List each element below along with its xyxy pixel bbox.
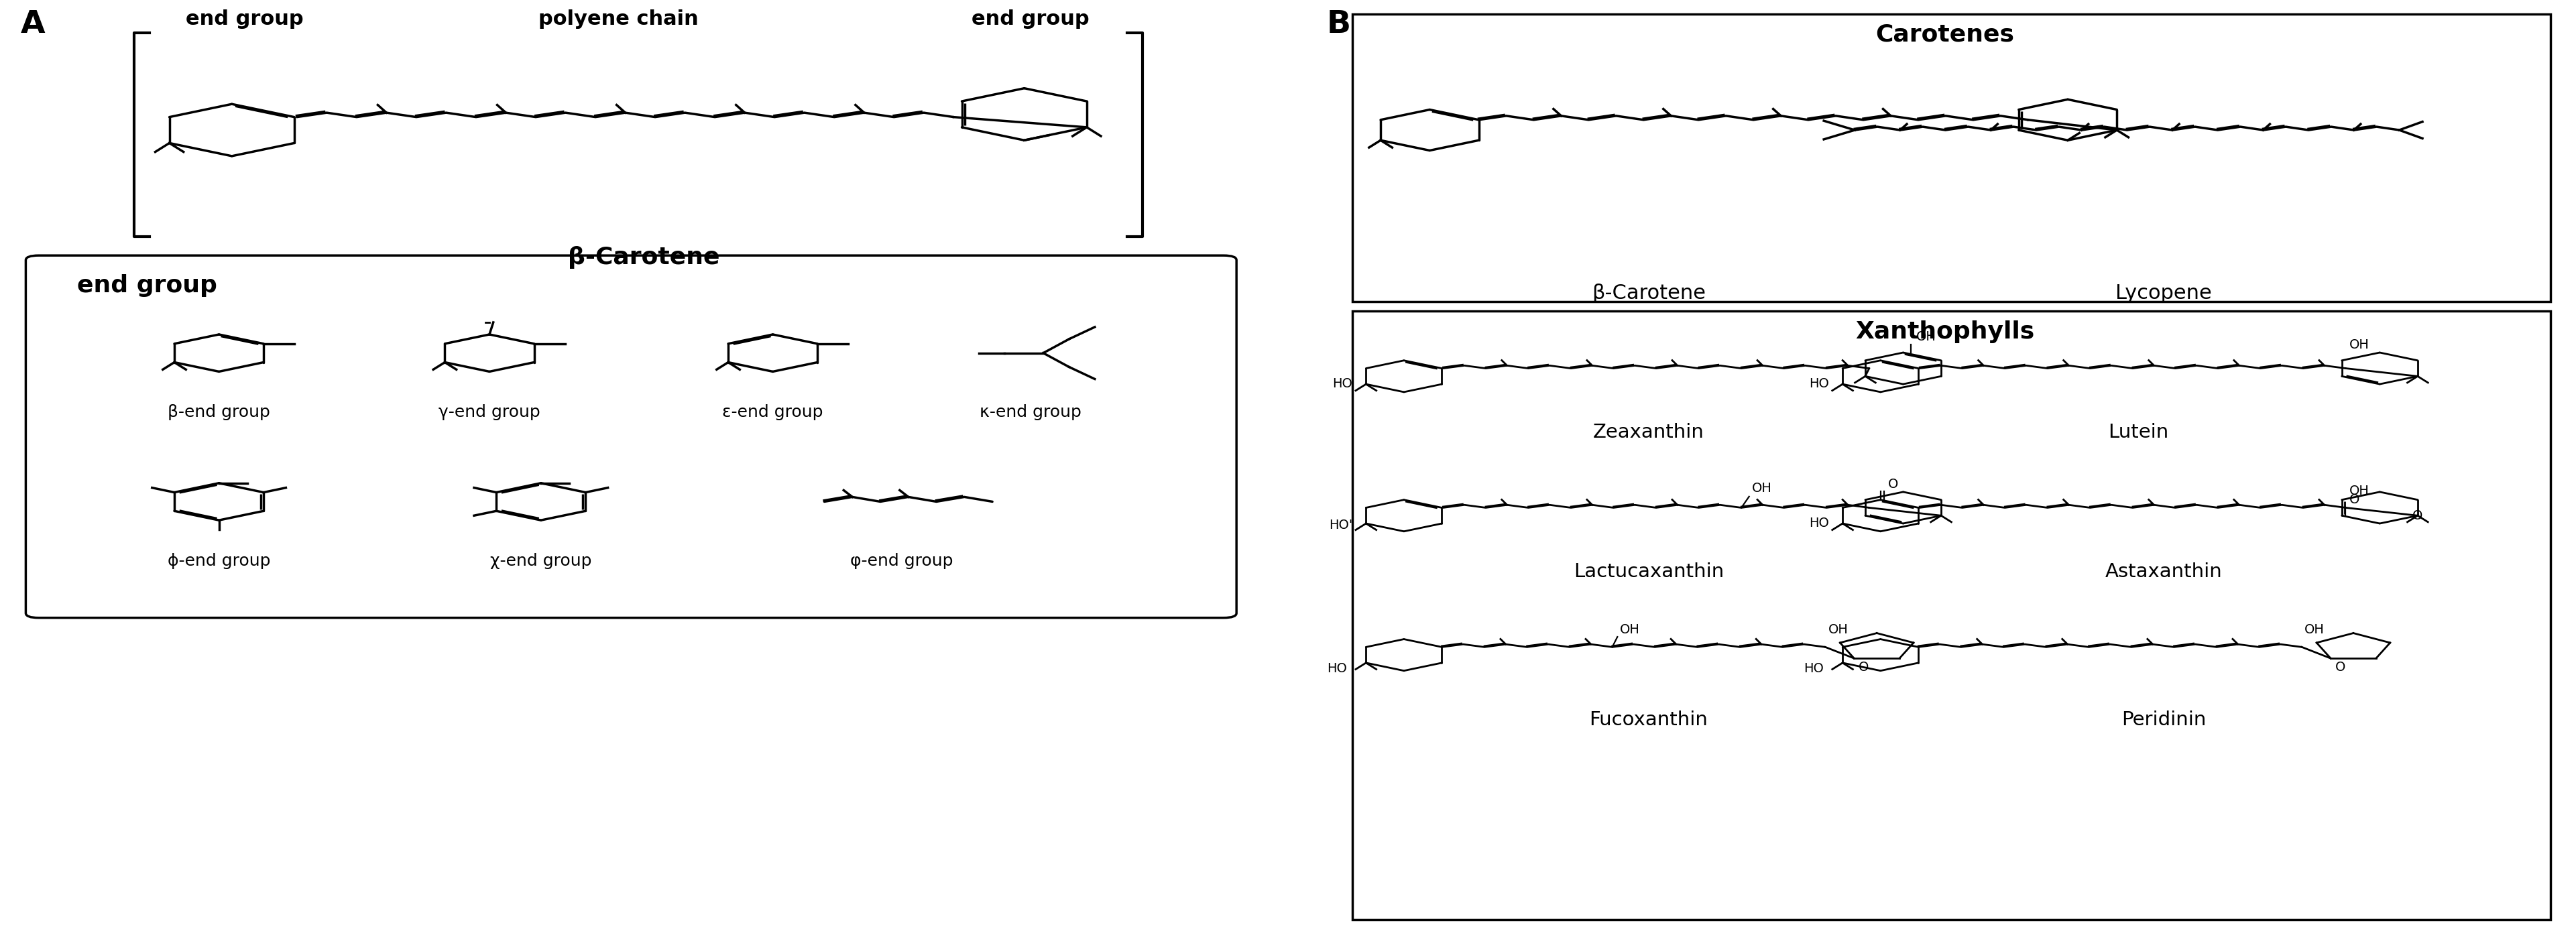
Text: ϕ-end group: ϕ-end group xyxy=(167,553,270,569)
Text: B: B xyxy=(1327,9,1350,39)
Text: OH: OH xyxy=(2349,338,2370,351)
Text: HO: HO xyxy=(1803,662,1824,675)
Text: β-end group: β-end group xyxy=(167,404,270,420)
Text: Carotenes: Carotenes xyxy=(1875,23,2014,46)
Text: Xanthophylls: Xanthophylls xyxy=(1855,321,2035,344)
Text: χ-end group: χ-end group xyxy=(489,553,592,569)
FancyBboxPatch shape xyxy=(26,255,1236,618)
Text: OH: OH xyxy=(1620,623,1641,635)
Text: κ-end group: κ-end group xyxy=(979,404,1082,420)
Text: Fucoxanthin: Fucoxanthin xyxy=(1589,711,1708,729)
Text: OH: OH xyxy=(1752,482,1772,494)
Text: φ-end group: φ-end group xyxy=(850,553,953,569)
Text: Lactucaxanthin: Lactucaxanthin xyxy=(1574,562,1723,581)
Text: Lycopene: Lycopene xyxy=(2115,283,2213,303)
Text: polyene chain: polyene chain xyxy=(538,9,698,29)
Text: HO: HO xyxy=(1808,517,1829,530)
Text: HO': HO' xyxy=(1329,518,1352,531)
Bar xyxy=(1352,311,2550,920)
Text: OH: OH xyxy=(2306,623,2324,635)
Text: O: O xyxy=(2414,509,2424,522)
Text: O: O xyxy=(1888,478,1899,491)
Text: OH: OH xyxy=(1829,623,1847,635)
Text: O: O xyxy=(2349,493,2360,506)
Text: end group: end group xyxy=(185,9,304,29)
Text: HO: HO xyxy=(1332,377,1352,390)
Text: A: A xyxy=(21,9,46,39)
Text: OH: OH xyxy=(1917,331,1937,343)
Text: HO: HO xyxy=(1327,662,1347,675)
Text: β-Carotene: β-Carotene xyxy=(1592,283,1705,303)
Text: OH: OH xyxy=(2349,484,2370,497)
Text: end group: end group xyxy=(77,274,216,297)
Text: Astaxanthin: Astaxanthin xyxy=(2105,562,2223,581)
Text: O: O xyxy=(2336,661,2347,674)
Text: Peridinin: Peridinin xyxy=(2123,711,2205,729)
Text: β-Carotene: β-Carotene xyxy=(569,246,719,269)
Text: O: O xyxy=(1860,661,1870,674)
Bar xyxy=(1352,14,2550,302)
Text: Lutein: Lutein xyxy=(2107,423,2169,441)
Text: ε-end group: ε-end group xyxy=(721,404,824,420)
Text: end group: end group xyxy=(971,9,1090,29)
Text: HO: HO xyxy=(1808,377,1829,390)
Text: Zeaxanthin: Zeaxanthin xyxy=(1592,423,1705,441)
Text: γ-end group: γ-end group xyxy=(438,404,541,420)
